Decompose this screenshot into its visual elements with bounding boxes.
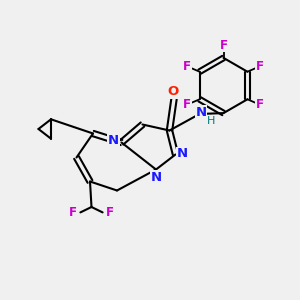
Text: F: F — [106, 206, 114, 219]
Text: F: F — [69, 206, 77, 219]
Text: F: F — [256, 60, 264, 73]
Text: O: O — [167, 85, 178, 98]
Text: F: F — [183, 98, 191, 111]
Text: N: N — [108, 134, 119, 148]
Text: N: N — [195, 106, 207, 119]
Text: N: N — [150, 171, 162, 184]
Text: F: F — [256, 98, 264, 111]
Text: N: N — [176, 147, 188, 161]
Text: F: F — [220, 39, 227, 52]
Text: H: H — [207, 116, 215, 126]
Text: F: F — [183, 60, 191, 73]
